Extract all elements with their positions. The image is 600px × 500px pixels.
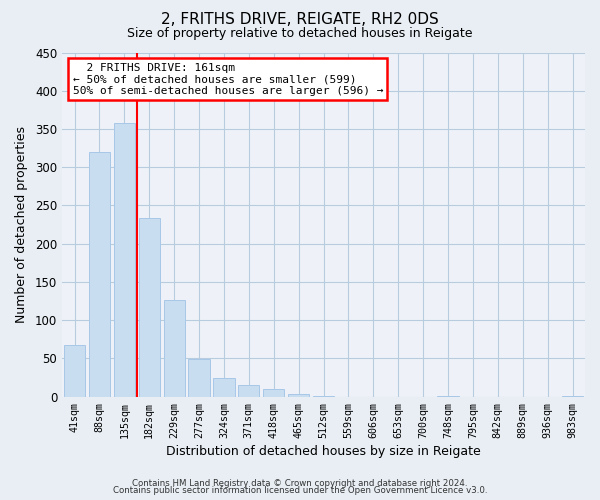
Bar xyxy=(64,346,85,397)
Bar xyxy=(288,394,309,396)
Bar xyxy=(139,218,160,396)
Bar xyxy=(188,359,209,397)
X-axis label: Distribution of detached houses by size in Reigate: Distribution of detached houses by size … xyxy=(166,444,481,458)
Y-axis label: Number of detached properties: Number of detached properties xyxy=(15,126,28,323)
Text: 2 FRITHS DRIVE: 161sqm
← 50% of detached houses are smaller (599)
50% of semi-de: 2 FRITHS DRIVE: 161sqm ← 50% of detached… xyxy=(73,63,383,96)
Bar xyxy=(89,152,110,396)
Bar xyxy=(114,123,135,396)
Text: Contains public sector information licensed under the Open Government Licence v3: Contains public sector information licen… xyxy=(113,486,487,495)
Text: Size of property relative to detached houses in Reigate: Size of property relative to detached ho… xyxy=(127,28,473,40)
Text: Contains HM Land Registry data © Crown copyright and database right 2024.: Contains HM Land Registry data © Crown c… xyxy=(132,478,468,488)
Bar xyxy=(164,300,185,396)
Bar xyxy=(214,378,235,396)
Bar xyxy=(238,385,259,396)
Text: 2, FRITHS DRIVE, REIGATE, RH2 0DS: 2, FRITHS DRIVE, REIGATE, RH2 0DS xyxy=(161,12,439,28)
Bar xyxy=(263,389,284,396)
